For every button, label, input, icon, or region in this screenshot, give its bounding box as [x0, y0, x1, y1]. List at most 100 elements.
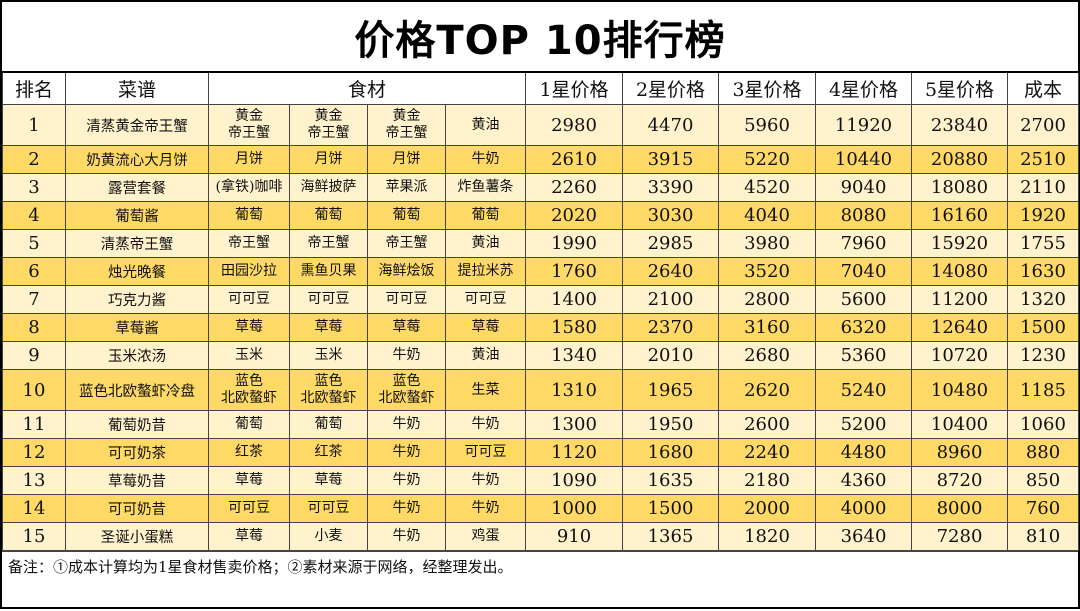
- cost-cell: 2510: [1007, 145, 1080, 174]
- ingredient-cell: 红茶: [208, 438, 290, 467]
- dish-name-cell: 巧克力酱: [65, 285, 209, 314]
- table-row: 10 蓝色北欧螯虾冷盘 蓝色 北欧螯虾 蓝色 北欧螯虾 蓝色 北欧螯虾 生菜 1310 1965 26…: [2, 369, 1080, 411]
- star1-price-cell: 2980: [525, 104, 624, 146]
- ingredient-cell: 可可豆: [444, 438, 527, 467]
- table-row: 9 玉米浓汤 玉米 玉米 牛奶 黄油 1340 2010 2680 5360 10720 1230: [2, 341, 1080, 370]
- star5-price-cell: 8000: [911, 494, 1009, 523]
- star1-price-cell: 1090: [525, 466, 624, 495]
- dish-name-cell: 草莓奶昔: [65, 466, 209, 495]
- ingredient-cell: 鸡蛋: [444, 522, 527, 551]
- rank-cell: 14: [2, 494, 66, 523]
- cost-cell: 1500: [1007, 313, 1080, 342]
- ingredient-cell: 牛奶: [444, 466, 527, 495]
- dish-name-cell: 圣诞小蛋糕: [65, 522, 209, 551]
- header-star5-price: 5星价格: [911, 73, 1009, 105]
- star3-price-cell: 5960: [718, 104, 817, 146]
- ingredient-cell: 草莓: [208, 466, 290, 495]
- star5-price-cell: 16160: [911, 201, 1009, 230]
- table-row: 2 奶黄流心大月饼 月饼 月饼 月饼 牛奶 2610 3915 5220 10440 20880 25…: [2, 145, 1080, 174]
- star3-price-cell: 3160: [718, 313, 817, 342]
- ingredient-cell: 可可豆: [289, 285, 368, 314]
- star2-price-cell: 3390: [622, 173, 720, 202]
- star2-price-cell: 2100: [622, 285, 720, 314]
- star2-price-cell: 4470: [622, 104, 720, 146]
- ingredient-cell: 提拉米苏: [444, 257, 527, 286]
- star5-price-cell: 20880: [911, 145, 1009, 174]
- star4-price-cell: 7040: [815, 257, 913, 286]
- star2-price-cell: 1950: [622, 410, 720, 439]
- table-row: 7 巧克力酱 可可豆 可可豆 可可豆 可可豆 1400 2100 2800 5600 11200 13…: [2, 285, 1080, 314]
- dish-name-cell: 玉米浓汤: [65, 341, 209, 370]
- dish-name-cell: 葡萄酱: [65, 201, 209, 230]
- rank-cell: 9: [2, 341, 66, 370]
- star4-price-cell: 3640: [815, 522, 913, 551]
- ingredient-cell: 牛奶: [367, 438, 446, 467]
- cost-cell: 1630: [1007, 257, 1080, 286]
- star1-price-cell: 2020: [525, 201, 624, 230]
- star1-price-cell: 1000: [525, 494, 624, 523]
- star1-price-cell: 1310: [525, 369, 624, 411]
- star4-price-cell: 10440: [815, 145, 913, 174]
- cost-cell: 2110: [1007, 173, 1080, 202]
- ingredient-cell: 草莓: [444, 313, 527, 342]
- star1-price-cell: 1340: [525, 341, 624, 370]
- ingredient-cell: 黄油: [444, 341, 527, 370]
- ingredient-cell: 黄金 帝王蟹: [208, 104, 290, 146]
- table-header-row: 排名 菜谱 食材 1星价格 2星价格 3星价格 4星价格 5星价格 成本: [2, 73, 1080, 105]
- star5-price-cell: 18080: [911, 173, 1009, 202]
- star4-price-cell: 8080: [815, 201, 913, 230]
- star1-price-cell: 1120: [525, 438, 624, 467]
- rank-cell: 15: [2, 522, 66, 551]
- ingredient-cell: 蓝色 北欧螯虾: [208, 369, 290, 411]
- ingredient-cell: 牛奶: [444, 145, 527, 174]
- ingredient-cell: 炸鱼薯条: [444, 173, 527, 202]
- ingredient-cell: 草莓: [367, 313, 446, 342]
- ingredient-cell: 黄油: [444, 229, 527, 258]
- header-star4-price: 4星价格: [815, 73, 913, 105]
- ingredient-cell: 小麦: [289, 522, 368, 551]
- star1-price-cell: 1580: [525, 313, 624, 342]
- cost-cell: 760: [1007, 494, 1080, 523]
- ingredient-cell: 田园沙拉: [208, 257, 290, 286]
- star3-price-cell: 2600: [718, 410, 817, 439]
- page-title: 价格TOP 10排行榜: [2, 2, 1078, 73]
- star3-price-cell: 4040: [718, 201, 817, 230]
- ingredient-cell: 玉米: [208, 341, 290, 370]
- star1-price-cell: 910: [525, 522, 624, 551]
- table-row: 5 清蒸帝王蟹 帝王蟹 帝王蟹 帝王蟹 黄油 1990 2985 3980 7960 15920 17…: [2, 229, 1080, 258]
- ingredient-cell: 草莓: [289, 313, 368, 342]
- star3-price-cell: 1820: [718, 522, 817, 551]
- table-row: 11 葡萄奶昔 葡萄 葡萄 牛奶 牛奶 1300 1950 2600 5200 10400 1060: [2, 410, 1080, 439]
- star5-price-cell: 14080: [911, 257, 1009, 286]
- star4-price-cell: 5240: [815, 369, 913, 411]
- ingredient-cell: (拿铁)咖啡: [208, 173, 290, 202]
- ingredient-cell: 葡萄: [208, 410, 290, 439]
- ingredient-cell: 可可豆: [444, 285, 527, 314]
- cost-cell: 880: [1007, 438, 1080, 467]
- ingredient-cell: 牛奶: [444, 410, 527, 439]
- ingredient-cell: 帝王蟹: [208, 229, 290, 258]
- ingredient-cell: 可可豆: [208, 494, 290, 523]
- ingredient-cell: 葡萄: [444, 201, 527, 230]
- cost-cell: 1920: [1007, 201, 1080, 230]
- ingredient-cell: 牛奶: [367, 522, 446, 551]
- table-row: 13 草莓奶昔 草莓 草莓 牛奶 牛奶 1090 1635 2180 4360 8720 850: [2, 466, 1080, 495]
- star4-price-cell: 6320: [815, 313, 913, 342]
- star3-price-cell: 2000: [718, 494, 817, 523]
- star3-price-cell: 2180: [718, 466, 817, 495]
- dish-name-cell: 可可奶昔: [65, 494, 209, 523]
- ingredient-cell: 帝王蟹: [289, 229, 368, 258]
- ingredient-cell: 月饼: [367, 145, 446, 174]
- star1-price-cell: 2610: [525, 145, 624, 174]
- cost-cell: 1755: [1007, 229, 1080, 258]
- star5-price-cell: 7280: [911, 522, 1009, 551]
- ingredient-cell: 黄油: [444, 104, 527, 146]
- header-star2-price: 2星价格: [622, 73, 720, 105]
- table-row: 4 葡萄酱 葡萄 葡萄 葡萄 葡萄 2020 3030 4040 8080 16160 1920: [2, 201, 1080, 230]
- star2-price-cell: 2370: [622, 313, 720, 342]
- rank-cell: 3: [2, 173, 66, 202]
- star4-price-cell: 5200: [815, 410, 913, 439]
- dish-name-cell: 草莓酱: [65, 313, 209, 342]
- dish-name-cell: 可可奶茶: [65, 438, 209, 467]
